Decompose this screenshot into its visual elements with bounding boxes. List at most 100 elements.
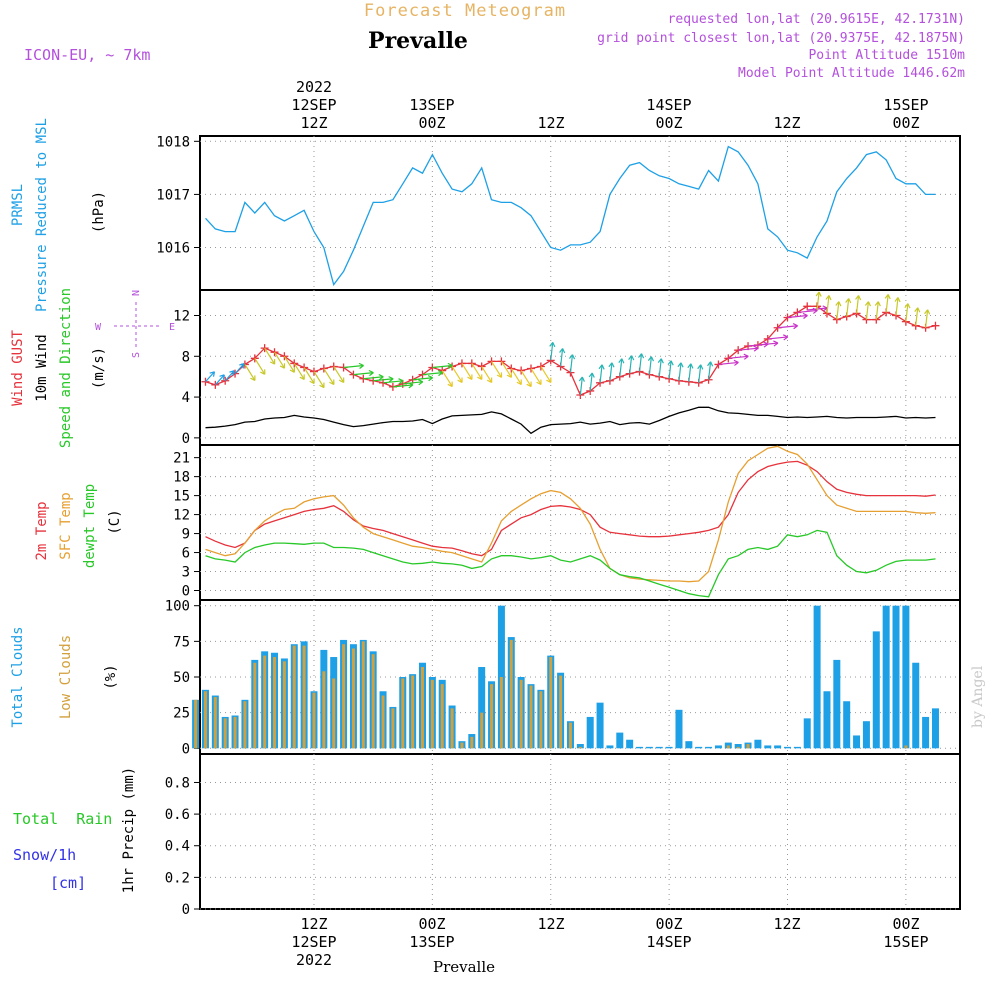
wind-arrow: [303, 367, 315, 384]
wind-arrow: [471, 363, 483, 380]
y-tick-label: 12: [173, 308, 190, 324]
total-clouds-bar: [931, 708, 939, 749]
wind-arrow: [293, 363, 305, 380]
wind-arrow: [214, 374, 225, 386]
clouds-panel: 0 25 50 75 100: [165, 599, 961, 757]
low-clouds-bar: [312, 692, 316, 749]
wind-arrow: [648, 356, 652, 375]
total-clouds-bar: [636, 746, 644, 749]
wind-arrow-head: [753, 345, 759, 352]
y-tick-label: 9: [182, 527, 190, 543]
top-time-label: 12Z: [300, 114, 327, 132]
forecast-title: Forecast Meteogram: [364, 1, 566, 21]
bottom-time-label: 15SEP: [883, 933, 928, 951]
temp-unit-label: (C): [107, 509, 123, 534]
total-clouds-bar: [862, 721, 870, 749]
wind-arrow-head: [526, 381, 532, 388]
wind-arrow-head: [427, 375, 433, 382]
wind-arrow: [234, 363, 245, 375]
low-clouds-bar: [322, 671, 326, 749]
wind-arrow: [323, 368, 335, 385]
bottom-time-label: 00Z: [418, 915, 445, 933]
low-clouds-bar: [213, 696, 217, 749]
top-time-label: 2022: [296, 78, 332, 96]
gust-marker: [457, 359, 466, 368]
gust-marker: [329, 362, 338, 371]
wind-arrow-head: [657, 358, 664, 364]
wind-arrow-head: [338, 377, 345, 384]
wind-arrow-head: [496, 372, 503, 378]
total-clouds-bar: [675, 709, 683, 749]
wind-arrow-head: [299, 374, 305, 380]
y-tick-label: 75: [173, 634, 190, 650]
wind-arrow: [865, 301, 870, 320]
wind-arrow: [589, 372, 593, 392]
wind-arrow: [550, 342, 554, 361]
wind-arrow-head: [546, 377, 552, 384]
wind-arrow-head: [229, 370, 235, 376]
bottom-time-label: 12Z: [773, 915, 800, 933]
wind-arrow: [451, 366, 463, 383]
low-clouds-bar: [519, 679, 523, 749]
gust-marker: [517, 366, 526, 375]
wind-arrow: [855, 295, 860, 314]
gust-marker: [211, 380, 220, 389]
temp-sfc-label: SFC Temp: [58, 492, 74, 559]
low-clouds-bar: [499, 677, 503, 749]
total-clouds-bar: [714, 745, 722, 749]
low-clouds-bar: [381, 695, 385, 749]
wind-arrow: [353, 372, 374, 376]
wind-arrow-head: [239, 363, 245, 369]
low-clouds-bar: [233, 716, 237, 749]
wind-arrow-head: [884, 294, 891, 300]
wind-arrow: [412, 377, 433, 381]
top-time-label: 14SEP: [646, 96, 691, 114]
total-clouds-bar: [872, 631, 880, 749]
panel-frame: [199, 444, 961, 601]
precip-axis-labels: Total Rain Snow/1h [cm] 1hr Precip (mm): [13, 767, 137, 893]
pressure-axis-labels: PRMSL Pressure Reduced to MSL (hPa): [10, 118, 107, 312]
low-clouds-bar: [351, 648, 355, 749]
wind-speed-direction-label: Speed and Direction: [58, 288, 74, 448]
total-clouds-bar: [803, 718, 811, 749]
low-clouds-bar: [480, 712, 484, 749]
wind-arrow-head: [398, 378, 404, 385]
wind-arrow: [422, 372, 443, 376]
snow-unit-label: [cm]: [50, 874, 86, 892]
gust-marker: [536, 362, 545, 371]
wind-arrow: [481, 366, 493, 383]
wind-arrow: [718, 361, 739, 366]
y-tick-label: 0.6: [165, 807, 190, 823]
wind-arrow-head: [506, 372, 513, 378]
pressure-panel: 1016 1017 1018: [156, 134, 961, 291]
y-tick-label: 1016: [156, 241, 190, 257]
low-clouds-bar: [342, 644, 346, 749]
2m-temp-line: [205, 460, 936, 557]
low-clouds-bar: [401, 678, 405, 749]
wind-arrow: [540, 366, 552, 383]
wind-arrow-head: [329, 379, 335, 386]
wind-arrow-head: [378, 374, 384, 381]
top-time-axis: 2022 12SEP 12Z 13SEP 00Z 12Z 14SEP 00Z 1…: [291, 78, 928, 132]
total-clouds-bar: [892, 605, 900, 749]
gust-marker: [467, 359, 476, 368]
wind-arrow-head: [388, 376, 394, 383]
wind-arrow-head: [822, 305, 828, 312]
wind-arrow: [738, 347, 759, 351]
clouds-unit-label: (%): [103, 664, 119, 689]
top-time-label: 00Z: [892, 114, 919, 132]
low-clouds-bar: [549, 657, 553, 749]
y-tick-label: 3: [182, 565, 190, 581]
wind-arrow: [402, 381, 423, 385]
low-clouds-bar: [509, 639, 513, 749]
temp-2m-label: 2m Temp: [34, 501, 50, 560]
wind-arrow: [224, 370, 235, 382]
gust-marker: [803, 302, 812, 311]
wind-arrow-head: [773, 340, 779, 347]
wind-arrow-head: [835, 301, 842, 307]
total-clouds-bar: [705, 746, 713, 749]
wind-arrow-head: [914, 307, 921, 313]
dewpt-temp-line: [205, 529, 936, 598]
wind-arrow: [333, 366, 345, 383]
wind-arrow-head: [477, 374, 483, 380]
